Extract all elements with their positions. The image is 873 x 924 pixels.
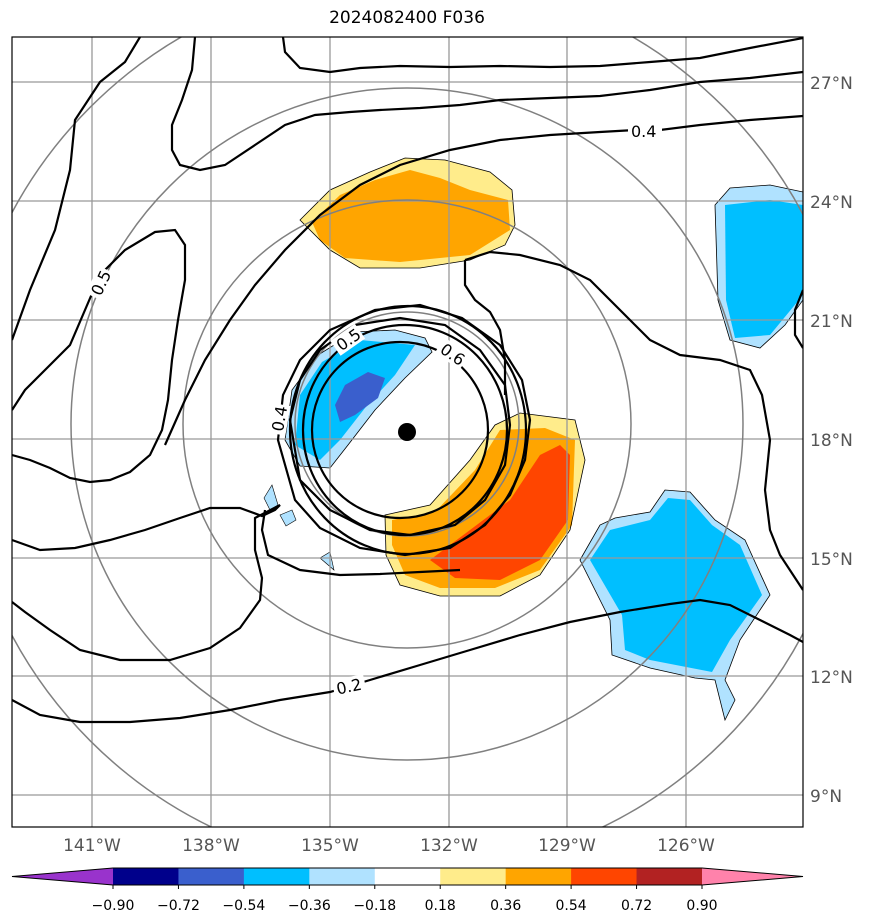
colorbar-extend-low [12,868,113,885]
colorbar-tick-label: −0.18 [353,898,396,914]
colorbar-segment [440,868,507,885]
lon-label: 129°W [538,836,596,856]
lat-label: 9°N [810,787,842,807]
colorbar-segment [178,868,245,885]
gridlines [12,37,803,827]
longitude-labels: 141°W 138°W 135°W 132°W 129°W 126°W [63,836,715,856]
colorbar-tick-label: −0.72 [157,898,200,914]
colorbar-tick-label: 0.54 [556,898,587,914]
contour-lines [12,37,803,724]
colorbar-segment [636,868,703,885]
colorbar: −0.90 −0.72 −0.54 −0.36 −0.18 0.18 0.36 0.54 0.7… [11,867,804,914]
positive-anomaly-southeast-max [430,445,570,580]
negative-anomaly-southeast-core [590,498,762,672]
positive-anomaly-north-core [312,170,510,262]
range-rings [12,37,803,827]
colorbar-segment [243,868,310,885]
colorbar-segment [309,868,376,885]
lat-label: 15°N [810,550,853,570]
lat-label: 18°N [810,431,853,451]
contour-label: 0.4 [631,122,656,141]
negative-anomaly-speck [279,509,297,527]
contour-label: 0.4 [268,404,291,432]
plot-frame [11,36,804,828]
lon-label: 132°W [420,836,478,856]
latitude-labels: 27°N 24°N 21°N 18°N 15°N 12°N 9°N [810,74,853,807]
colorbar-tick-label: 0.90 [686,898,717,914]
negative-anomaly-east-core [725,200,803,338]
negative-anomaly-inner-max [335,372,385,422]
lat-label: 12°N [810,668,853,688]
lat-label: 24°N [810,193,853,213]
lat-label: 27°N [810,74,853,94]
colorbar-tick-label: 0.72 [621,898,652,914]
lon-label: 126°W [657,836,715,856]
lon-label: 135°W [301,836,359,856]
lon-label: 141°W [63,836,121,856]
colorbar-extend-high [702,868,803,885]
storm-center-marker [398,423,416,441]
contour-label: 0.2 [335,675,364,699]
colorbar-segment [505,868,572,885]
colorbar-tick-label: 0.18 [425,898,456,914]
colorbar-segment [113,868,179,885]
lon-label: 138°W [182,836,240,856]
colorbar-segment [571,868,638,885]
colorbar-tick-label: 0.36 [490,898,521,914]
colorbar-tick-label: −0.90 [92,898,135,914]
map-title: 2024082400 F036 [329,8,485,28]
colorbar-tick-label: −0.36 [288,898,331,914]
colorbar-segment [374,868,441,885]
negative-anomaly-speck [319,551,335,571]
lat-label: 21°N [810,312,853,332]
colorbar-tick-label: −0.54 [222,898,265,914]
